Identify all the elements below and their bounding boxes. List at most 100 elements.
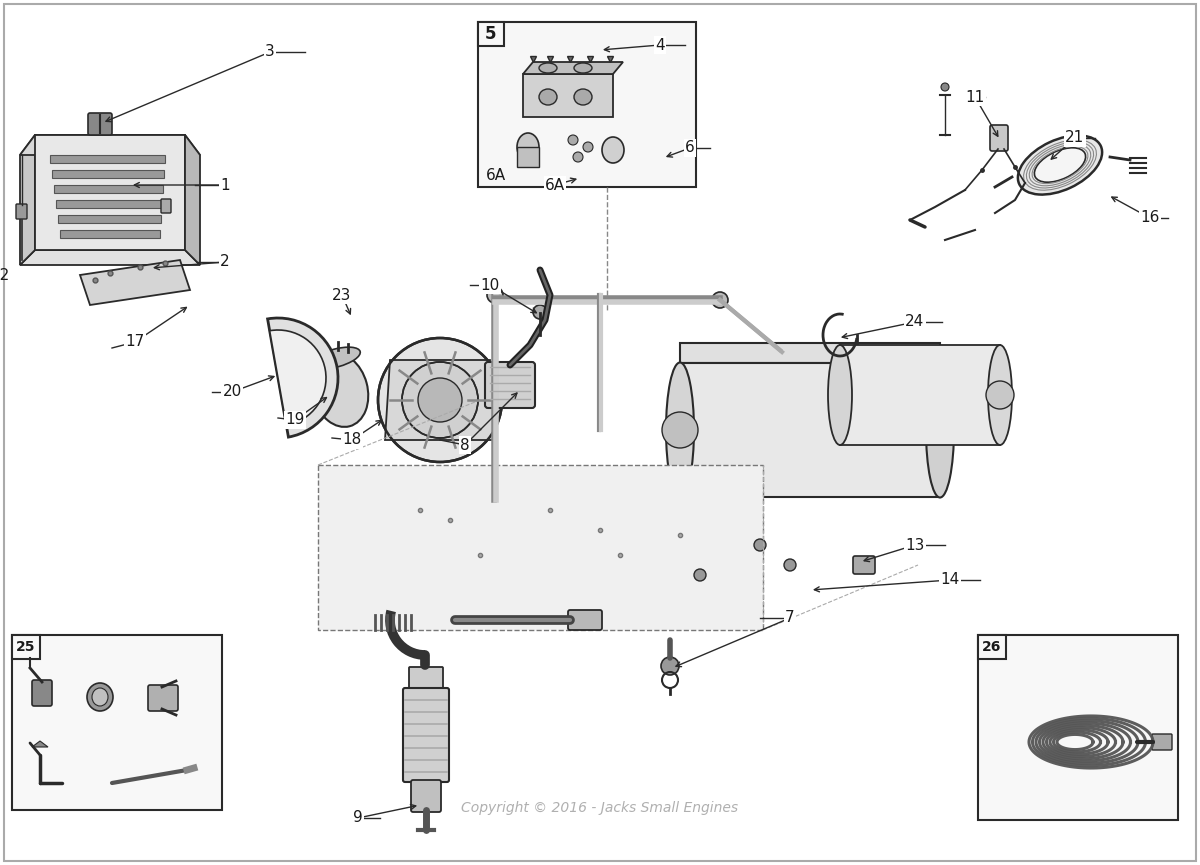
Text: 11: 11 <box>965 89 985 105</box>
Ellipse shape <box>312 347 360 368</box>
Text: 10: 10 <box>480 278 499 292</box>
Text: 6A: 6A <box>545 177 565 193</box>
FancyBboxPatch shape <box>16 204 28 219</box>
Polygon shape <box>58 215 161 223</box>
Ellipse shape <box>487 492 503 508</box>
Text: 2: 2 <box>220 254 230 270</box>
Circle shape <box>418 378 462 422</box>
FancyBboxPatch shape <box>32 680 52 706</box>
Wedge shape <box>270 330 326 426</box>
Circle shape <box>661 657 679 675</box>
Ellipse shape <box>988 345 1012 445</box>
FancyBboxPatch shape <box>990 125 1008 151</box>
FancyBboxPatch shape <box>485 362 535 408</box>
Ellipse shape <box>539 63 557 73</box>
Text: 14: 14 <box>941 573 960 587</box>
FancyBboxPatch shape <box>12 635 40 659</box>
Text: 20: 20 <box>222 385 241 400</box>
Text: 4: 4 <box>655 37 665 53</box>
Text: 6: 6 <box>685 140 695 156</box>
Polygon shape <box>20 135 200 155</box>
Ellipse shape <box>1034 148 1086 183</box>
Circle shape <box>662 412 698 448</box>
Polygon shape <box>20 250 200 265</box>
Text: 3: 3 <box>265 44 275 60</box>
Ellipse shape <box>926 362 954 497</box>
FancyBboxPatch shape <box>978 635 1178 820</box>
Ellipse shape <box>92 688 108 706</box>
Ellipse shape <box>312 353 368 427</box>
Ellipse shape <box>666 362 694 497</box>
Circle shape <box>378 338 502 462</box>
FancyBboxPatch shape <box>88 113 112 135</box>
FancyBboxPatch shape <box>978 635 1006 659</box>
Wedge shape <box>268 318 338 437</box>
Circle shape <box>941 83 949 91</box>
Ellipse shape <box>828 345 852 445</box>
Polygon shape <box>523 74 613 117</box>
Polygon shape <box>680 363 940 497</box>
Polygon shape <box>32 741 48 747</box>
Circle shape <box>986 381 1014 409</box>
Text: 9: 9 <box>353 811 362 825</box>
Text: 19: 19 <box>286 413 305 427</box>
Ellipse shape <box>539 89 557 105</box>
Ellipse shape <box>487 287 503 303</box>
Polygon shape <box>523 62 623 74</box>
Polygon shape <box>185 135 200 265</box>
Ellipse shape <box>574 63 592 73</box>
FancyBboxPatch shape <box>478 22 504 46</box>
Circle shape <box>583 142 593 152</box>
Polygon shape <box>385 360 496 440</box>
Text: 24: 24 <box>905 315 925 330</box>
FancyBboxPatch shape <box>318 465 763 630</box>
Polygon shape <box>517 147 539 167</box>
Ellipse shape <box>1018 136 1102 195</box>
Ellipse shape <box>712 292 728 308</box>
Text: 17: 17 <box>125 335 145 349</box>
FancyBboxPatch shape <box>853 556 875 574</box>
Circle shape <box>568 135 578 145</box>
Text: 5: 5 <box>485 25 497 43</box>
Text: 23: 23 <box>332 287 352 303</box>
Circle shape <box>533 305 547 319</box>
Polygon shape <box>80 260 190 305</box>
FancyBboxPatch shape <box>403 688 449 782</box>
FancyBboxPatch shape <box>148 685 178 711</box>
Circle shape <box>402 362 478 438</box>
Polygon shape <box>56 200 162 208</box>
Ellipse shape <box>517 133 539 161</box>
Polygon shape <box>50 155 166 163</box>
Ellipse shape <box>88 683 113 711</box>
Circle shape <box>574 152 583 162</box>
Circle shape <box>754 539 766 551</box>
Polygon shape <box>35 135 185 250</box>
Polygon shape <box>840 345 1000 445</box>
FancyBboxPatch shape <box>161 199 172 213</box>
FancyBboxPatch shape <box>1152 734 1172 750</box>
FancyBboxPatch shape <box>478 22 696 187</box>
Text: 26: 26 <box>983 640 1002 654</box>
Polygon shape <box>52 170 164 178</box>
Ellipse shape <box>574 89 592 105</box>
Text: 13: 13 <box>905 537 925 553</box>
Circle shape <box>784 559 796 571</box>
Text: 21: 21 <box>1066 131 1085 145</box>
Text: 12: 12 <box>0 267 10 283</box>
Circle shape <box>694 569 706 581</box>
Text: 16: 16 <box>1140 210 1159 226</box>
Polygon shape <box>680 343 940 363</box>
Text: Copyright © 2016 - Jacks Small Engines: Copyright © 2016 - Jacks Small Engines <box>462 801 738 815</box>
Polygon shape <box>54 185 163 193</box>
Text: 18: 18 <box>342 432 361 447</box>
FancyBboxPatch shape <box>410 780 442 812</box>
Text: 7: 7 <box>785 611 794 625</box>
FancyBboxPatch shape <box>568 610 602 630</box>
Text: 1: 1 <box>220 177 230 193</box>
FancyBboxPatch shape <box>12 635 222 810</box>
Polygon shape <box>20 135 35 265</box>
Text: 8: 8 <box>460 438 470 452</box>
Text: 25: 25 <box>17 640 36 654</box>
Polygon shape <box>60 230 160 238</box>
Ellipse shape <box>602 137 624 163</box>
